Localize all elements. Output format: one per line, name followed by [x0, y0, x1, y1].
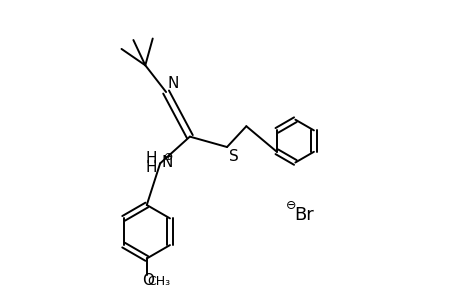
Text: H: H	[146, 160, 157, 175]
Text: Br: Br	[293, 206, 313, 224]
Text: CH₃: CH₃	[147, 275, 170, 288]
Text: S: S	[229, 149, 239, 164]
Text: H: H	[146, 152, 157, 166]
Text: N: N	[161, 155, 173, 170]
Text: O: O	[142, 273, 154, 288]
Text: N: N	[167, 76, 179, 91]
Text: ⊕: ⊕	[164, 152, 174, 162]
Text: ⊖: ⊖	[285, 200, 296, 212]
